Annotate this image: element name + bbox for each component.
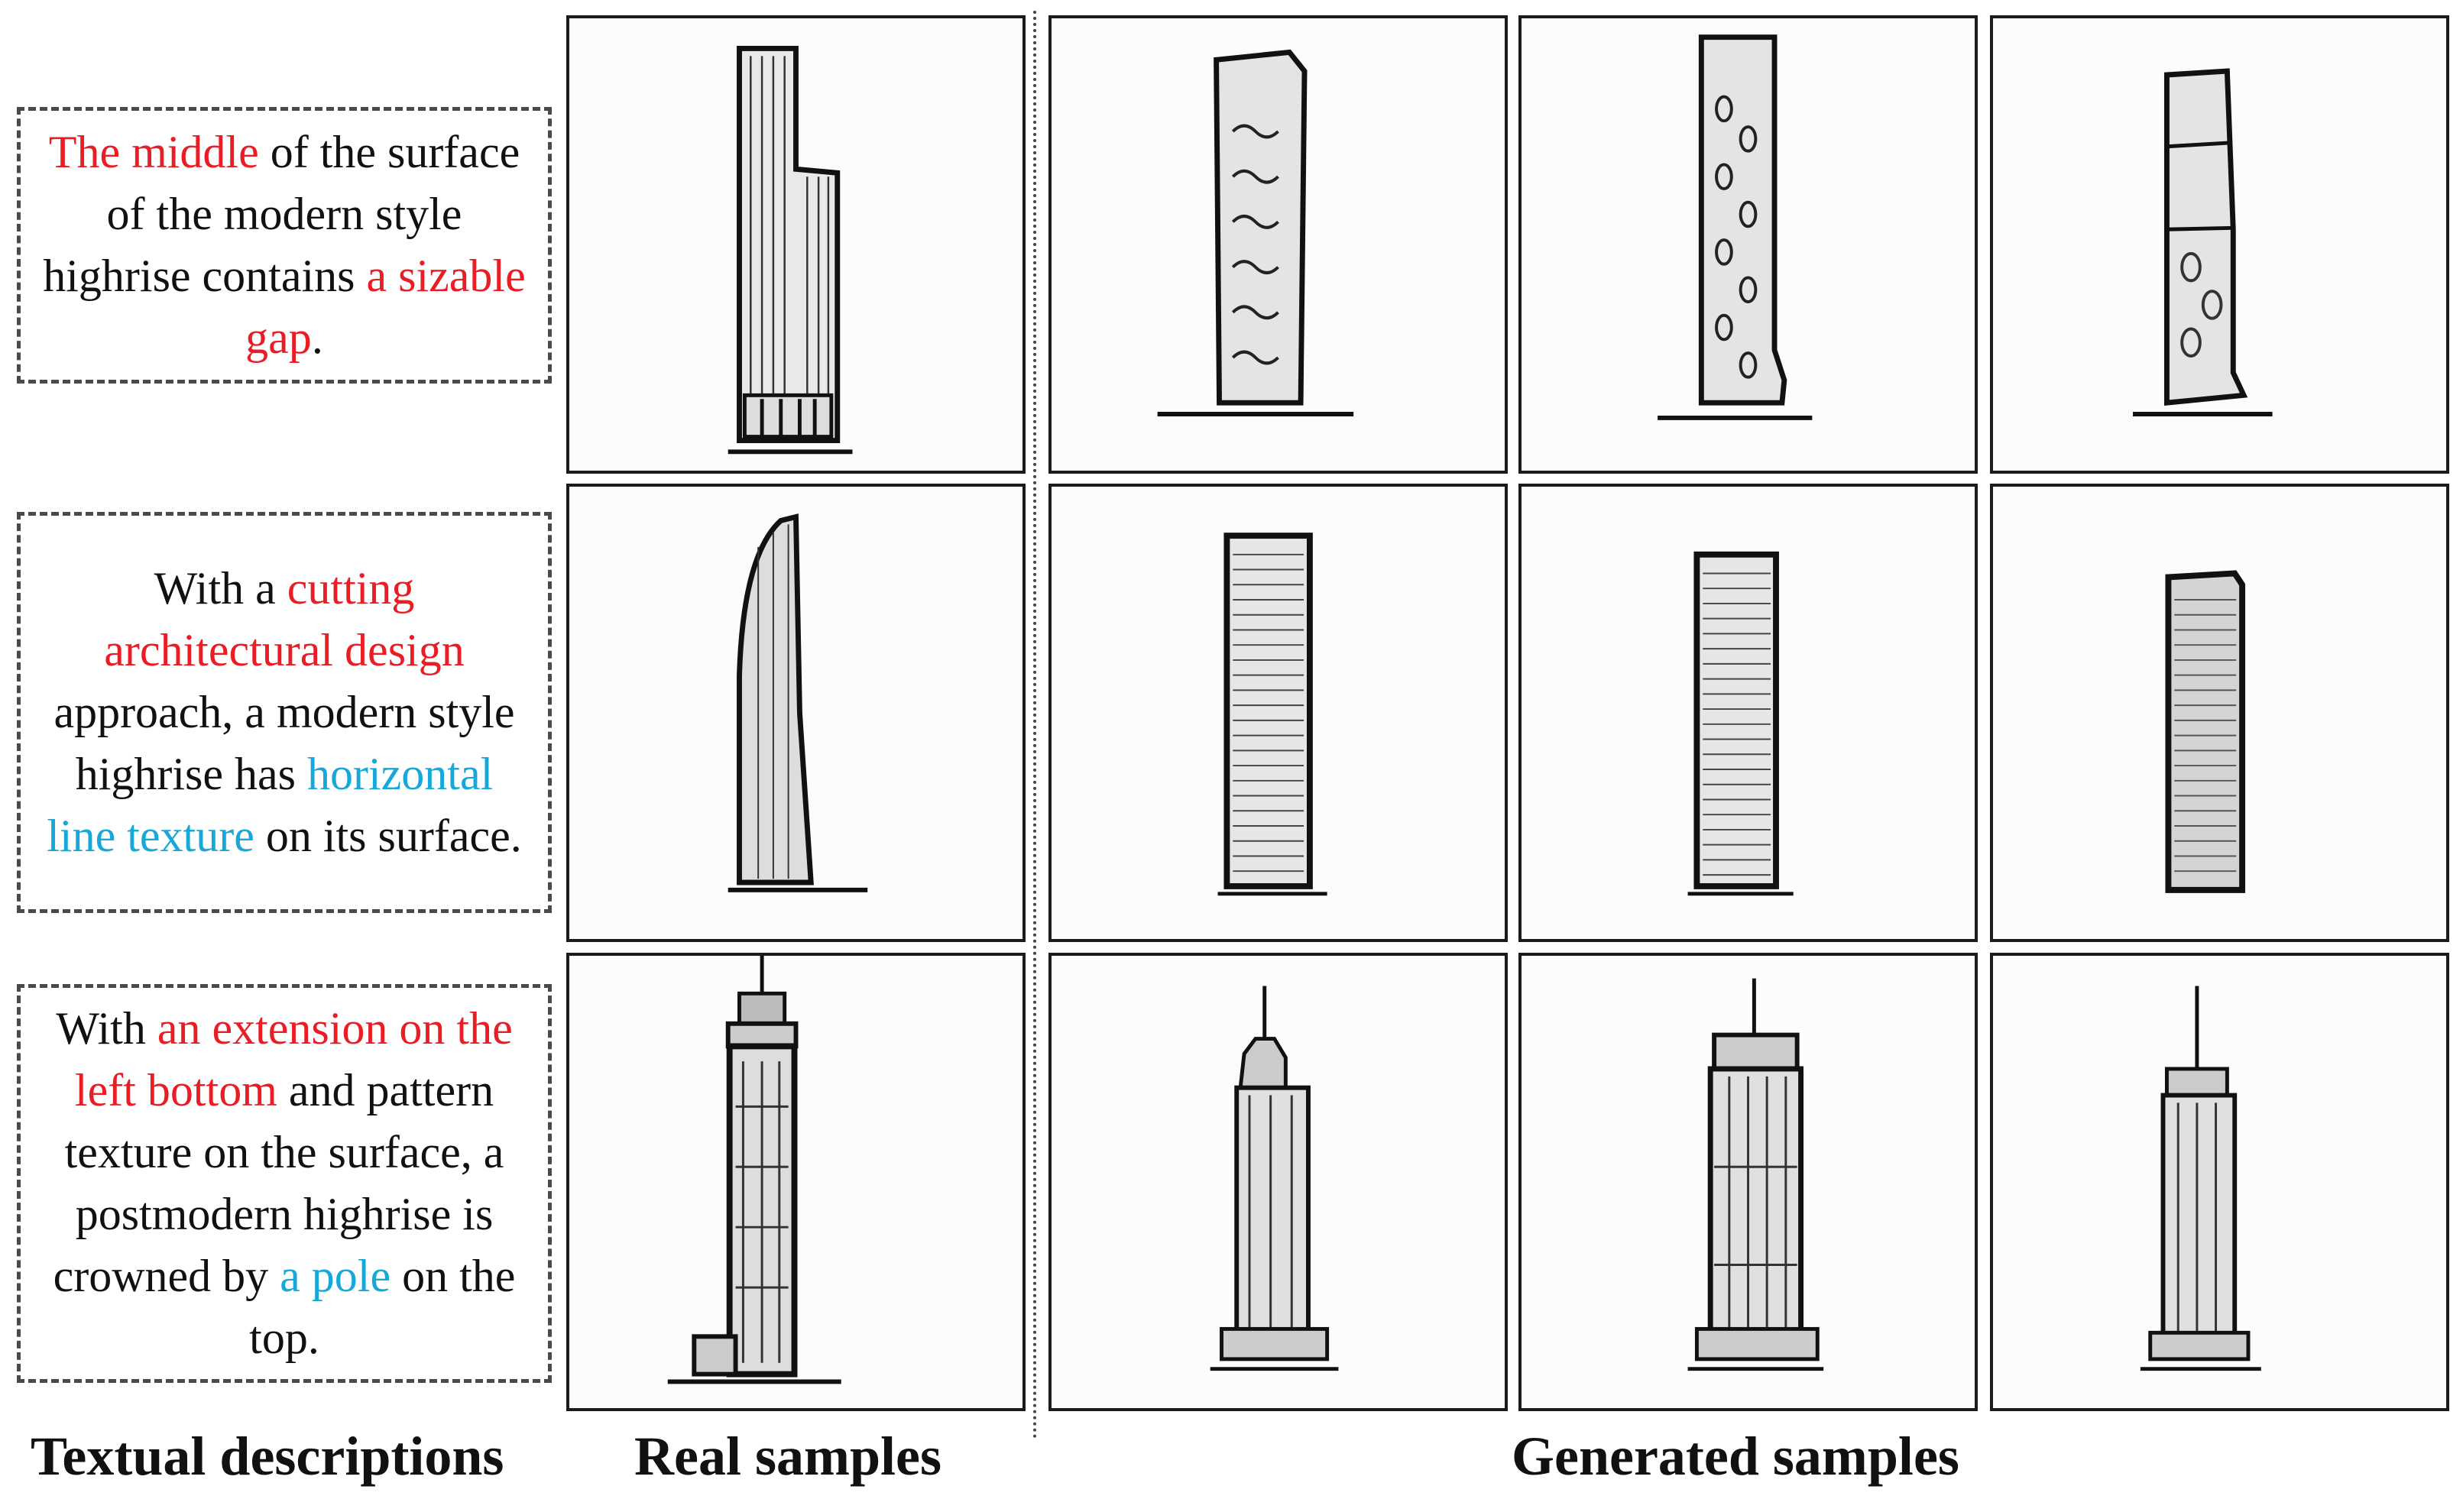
description-box-2: With a cutting architectural design appr…: [17, 512, 552, 913]
highrise-gap-illustration: [569, 18, 1022, 471]
generated-sample-1-3: [1990, 15, 2449, 474]
real-sample-1: [566, 15, 1026, 474]
generated-sample-2-1: [1048, 484, 1508, 942]
caption-textual-descriptions: Textual descriptions: [31, 1426, 504, 1487]
generated-sample-3-1: [1048, 953, 1508, 1411]
real-sample-2: [566, 484, 1026, 942]
highlight-cyan: horizontal line texture: [47, 749, 494, 861]
desc-text: approach, a modern style highrise has: [53, 687, 515, 799]
column-separator: [1033, 11, 1036, 1439]
description-text-2: With a cutting architectural design appr…: [21, 558, 548, 867]
highrise-pole-illustration: [1522, 956, 1975, 1408]
generated-sample-1-1: [1048, 15, 1508, 474]
highlight-red: an extension on the left bottom: [74, 1003, 513, 1115]
desc-text: .: [311, 312, 323, 363]
highrise-horizontal-texture-illustration: [1993, 487, 2446, 939]
highlight-red: cutting architectural design: [104, 563, 465, 675]
description-text-1: The middle of the surface of the modern …: [21, 121, 548, 369]
highrise-horizontal-texture-illustration: [1052, 487, 1505, 939]
description-text-3: With an extension on the left bottom and…: [21, 998, 548, 1369]
highrise-gap-illustration: [1993, 18, 2446, 471]
real-sample-3: [566, 953, 1026, 1411]
highrise-pole-illustration: [1052, 956, 1505, 1408]
generated-sample-3-3: [1990, 953, 2449, 1411]
highlight-red: The middle: [48, 127, 259, 177]
highrise-horizontal-texture-illustration: [1522, 487, 1975, 939]
generated-sample-2-3: [1990, 484, 2449, 942]
desc-text: on its surface.: [254, 811, 522, 861]
highrise-gap-illustration: [1052, 18, 1505, 471]
highrise-horizontal-texture-illustration: [569, 487, 1022, 939]
description-box-3: With an extension on the left bottom and…: [17, 984, 552, 1383]
desc-text: of the surface of the modern style highr…: [43, 127, 520, 301]
caption-generated-samples: Generated samples: [1512, 1426, 1959, 1487]
generated-sample-3-2: [1518, 953, 1978, 1411]
description-box-1: The middle of the surface of the modern …: [17, 107, 552, 384]
desc-text: With: [56, 1003, 157, 1054]
desc-text: With a: [154, 563, 287, 614]
desc-text: and pattern texture on the surface, a po…: [53, 1065, 504, 1301]
highlight-red: a sizable gap: [245, 251, 526, 363]
generated-sample-2-2: [1518, 484, 1978, 942]
highrise-pole-illustration: [569, 956, 1022, 1408]
highlight-cyan: a pole: [280, 1251, 391, 1301]
highrise-pole-illustration: [1993, 956, 2446, 1408]
desc-text: on the top.: [249, 1251, 516, 1363]
highrise-gap-illustration: [1522, 18, 1975, 471]
caption-real-samples: Real samples: [634, 1426, 941, 1487]
generated-sample-1-2: [1518, 15, 1978, 474]
